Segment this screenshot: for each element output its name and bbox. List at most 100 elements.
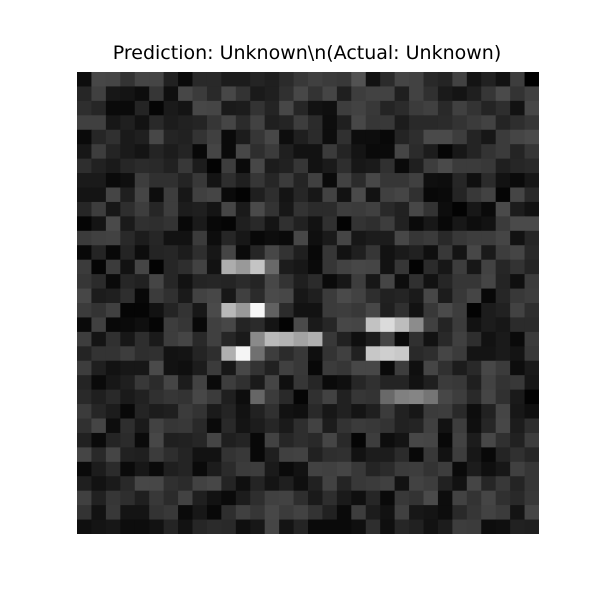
heatmap-cell [524, 490, 539, 506]
heatmap-cell [466, 100, 482, 116]
heatmap-cell [394, 389, 410, 405]
heatmap-cell [149, 187, 165, 203]
heatmap-cell [163, 461, 179, 477]
heatmap-cell [452, 519, 468, 534]
heatmap-cell [149, 303, 165, 318]
heatmap-cell [365, 317, 381, 333]
heatmap-cell [394, 100, 410, 116]
heatmap-cell [250, 447, 266, 463]
heatmap-cell [380, 303, 396, 318]
heatmap-cell [221, 404, 237, 420]
heatmap-cell [394, 86, 410, 102]
heatmap-cell [409, 115, 425, 131]
heatmap-cell [409, 173, 425, 189]
heatmap-cell [134, 375, 150, 391]
heatmap-cell [510, 317, 526, 333]
heatmap-cell [336, 245, 352, 261]
heatmap-cell [149, 389, 165, 405]
heatmap-cell [221, 418, 237, 434]
heatmap-cell [149, 274, 165, 290]
heatmap-cell [120, 173, 136, 189]
heatmap-cell [394, 230, 410, 246]
heatmap-cell [481, 476, 497, 492]
heatmap-cell [365, 461, 381, 477]
heatmap-cell [91, 490, 107, 506]
heatmap-cell [336, 129, 352, 145]
heatmap-cell [235, 144, 251, 160]
heatmap-cell [163, 158, 179, 174]
heatmap-cell [481, 201, 497, 217]
heatmap-cell [437, 432, 453, 448]
heatmap-cell [293, 461, 309, 477]
heatmap-cell [336, 144, 352, 160]
heatmap-cell [510, 476, 526, 492]
heatmap-cell [163, 201, 179, 217]
heatmap-canvas [77, 72, 539, 534]
heatmap-cell [134, 505, 150, 521]
heatmap-cell [77, 72, 92, 87]
heatmap-cell [365, 216, 381, 232]
heatmap-cell [510, 72, 526, 87]
heatmap-cell [351, 505, 367, 521]
heatmap-cell [452, 389, 468, 405]
heatmap-cell [279, 274, 295, 290]
heatmap-cell [495, 389, 511, 405]
heatmap-cell [178, 187, 194, 203]
heatmap-cell [466, 187, 482, 203]
heatmap-cell [524, 245, 539, 261]
heatmap-cell [452, 317, 468, 333]
heatmap-cell [206, 259, 222, 275]
heatmap-cell [279, 418, 295, 434]
heatmap-cell [105, 505, 121, 521]
heatmap-cell [394, 447, 410, 463]
heatmap-cell [437, 461, 453, 477]
heatmap-cell [394, 490, 410, 506]
heatmap-cell [322, 187, 338, 203]
heatmap-cell [192, 317, 208, 333]
heatmap-cell [409, 346, 425, 362]
heatmap-cell [466, 519, 482, 534]
heatmap-cell [336, 461, 352, 477]
heatmap-cell [279, 490, 295, 506]
heatmap-cell [134, 72, 150, 87]
heatmap-cell [91, 317, 107, 333]
heatmap-cell [365, 274, 381, 290]
heatmap-cell [250, 259, 266, 275]
heatmap-cell [409, 490, 425, 506]
heatmap-cell [380, 129, 396, 145]
heatmap-cell [149, 331, 165, 347]
heatmap-cell [221, 461, 237, 477]
heatmap-cell [120, 216, 136, 232]
heatmap-cell [105, 187, 121, 203]
heatmap-cell [91, 187, 107, 203]
heatmap-cell [495, 360, 511, 376]
heatmap-cell [206, 303, 222, 318]
heatmap-cell [308, 216, 323, 232]
heatmap-cell [192, 346, 208, 362]
heatmap-cell [423, 158, 439, 174]
heatmap-cell [221, 72, 237, 87]
heatmap-cell [524, 187, 539, 203]
heatmap-cell [149, 288, 165, 304]
heatmap-cell [77, 389, 92, 405]
heatmap-cell [423, 86, 439, 102]
heatmap-cell [452, 245, 468, 261]
heatmap-cell [423, 288, 439, 304]
heatmap-cell [423, 317, 439, 333]
heatmap-cell [308, 447, 323, 463]
heatmap-cell [235, 230, 251, 246]
heatmap-cell [134, 360, 150, 376]
heatmap-cell [409, 100, 425, 116]
heatmap-cell [120, 317, 136, 333]
heatmap-cell [452, 303, 468, 318]
heatmap-cell [206, 216, 222, 232]
heatmap-cell [394, 418, 410, 434]
heatmap-cell [91, 346, 107, 362]
heatmap-cell [308, 505, 323, 521]
heatmap-cell [308, 187, 323, 203]
heatmap-cell [452, 115, 468, 131]
heatmap-cell [481, 389, 497, 405]
heatmap-cell [308, 129, 323, 145]
heatmap-cell [380, 505, 396, 521]
heatmap-cell [510, 519, 526, 534]
